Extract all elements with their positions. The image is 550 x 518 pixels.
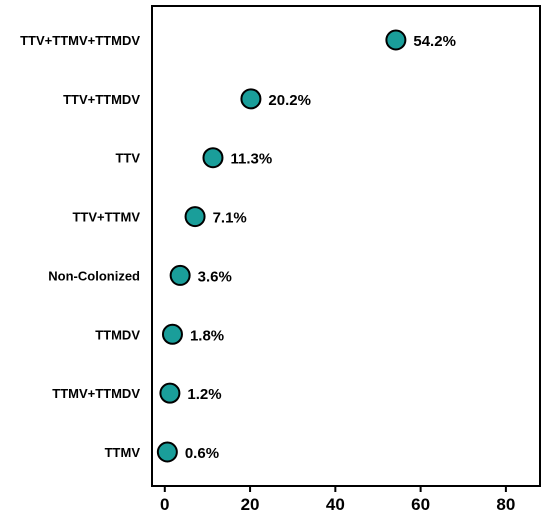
data-point-marker xyxy=(159,382,181,404)
category-label: TTMDV xyxy=(95,327,140,342)
data-point-marker xyxy=(240,88,262,110)
value-label: 11.3% xyxy=(230,151,272,168)
category-labels: TTV+TTMV+TTMDV TTV+TTMDV TTV TTV+TTMV Non-Co… xyxy=(20,33,140,460)
data-point-marker xyxy=(184,206,206,228)
value-labels: 54.2% 20.2% 11.3% 7.1% 3.6% 1.8% 1.2% 0.6% xyxy=(185,33,456,462)
x-tick-label: 20 xyxy=(241,495,260,513)
data-point-marker xyxy=(161,323,183,345)
data-point-marker xyxy=(385,29,407,51)
value-label: 3.6% xyxy=(198,268,232,285)
value-label: 0.6% xyxy=(185,445,219,462)
plot-frame xyxy=(151,5,541,487)
x-tick-label: 0 xyxy=(160,495,169,513)
data-point-marker xyxy=(169,264,191,286)
value-label: 20.2% xyxy=(268,92,311,109)
value-label: 1.2% xyxy=(187,386,221,403)
x-tick-label: 40 xyxy=(326,495,345,513)
data-point-marker xyxy=(202,147,224,169)
category-label: TTMV+TTMDV xyxy=(52,386,140,401)
markers xyxy=(156,29,407,463)
value-label: 54.2% xyxy=(413,33,456,50)
value-label: 1.8% xyxy=(190,327,224,344)
x-tick-label: 60 xyxy=(411,495,430,513)
x-tick-label: 80 xyxy=(496,495,515,513)
category-label: TTV+TTMV xyxy=(72,210,140,225)
category-label: TTMV xyxy=(105,445,141,460)
category-label: Non-Colonized xyxy=(48,268,140,283)
data-point-marker xyxy=(156,441,178,463)
category-label: TTV xyxy=(115,151,140,166)
x-axis: 0 20 40 60 80 xyxy=(160,486,515,514)
category-label: TTV+TTMDV xyxy=(63,92,140,107)
value-label: 7.1% xyxy=(213,210,247,227)
category-label: TTV+TTMV+TTMDV xyxy=(20,33,140,48)
